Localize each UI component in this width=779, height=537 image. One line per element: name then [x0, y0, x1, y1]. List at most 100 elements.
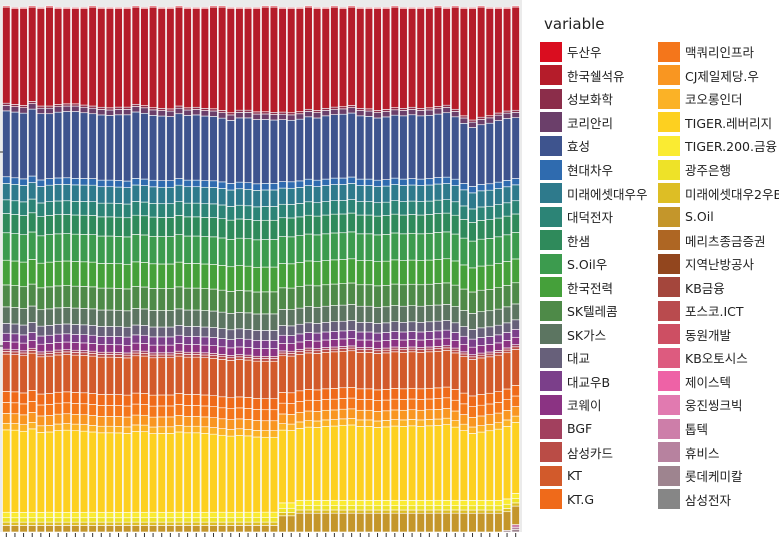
bar-segment: [243, 338, 253, 348]
legend-columns: 두산우 한국쉘석유 성보화학 코리안리 효성 현대차우 미래에셋대우우 대덕전자 한샘 S.Oil…: [540, 40, 779, 511]
bar-segment: [407, 398, 417, 411]
bar-segment: [399, 185, 408, 202]
bar-segment: [382, 234, 391, 262]
bar-segment: [373, 186, 382, 204]
legend-label: 두산우: [567, 45, 602, 61]
bar-segment: [295, 307, 304, 325]
bar-segment: [451, 332, 460, 341]
bar-segment: [148, 416, 158, 428]
bar-segment: [313, 348, 322, 352]
bar-segment: [174, 431, 184, 513]
bar-segment: [390, 331, 399, 340]
bar-segment: [123, 187, 132, 205]
bar-segment: [338, 512, 348, 533]
bar-segment: [425, 109, 434, 116]
bar-segment: [131, 355, 140, 394]
bar-segment: [79, 430, 89, 513]
bar-segment: [36, 415, 45, 427]
bar-segment: [502, 118, 512, 181]
bar-segment: [36, 235, 45, 264]
bar-segment: [148, 216, 158, 237]
bar-segment: [278, 7, 287, 9]
legend-swatch: [540, 465, 562, 486]
bar-segment: [243, 435, 253, 513]
bar-segment: [321, 322, 330, 333]
bar-segment: [313, 323, 322, 334]
bar-segment: [485, 509, 494, 514]
bar-segment: [140, 215, 149, 236]
legend-swatch: [540, 88, 562, 109]
bar-segment: [62, 429, 71, 513]
legend-swatch: [658, 230, 680, 251]
bar-segment: [157, 288, 166, 311]
bar-segment: [407, 509, 417, 514]
bar-segment: [140, 308, 149, 326]
bar-segment: [511, 282, 520, 305]
bar-segment: [347, 6, 356, 106]
bar-segment: [451, 201, 460, 216]
bar-segment: [313, 110, 322, 113]
bar-segment: [295, 180, 304, 188]
bar-segment: [416, 505, 425, 511]
bar-segment: [166, 186, 175, 205]
bar-segment: [390, 425, 399, 501]
bar-segment: [459, 264, 468, 290]
bar-segment: [97, 405, 106, 417]
bar-segment: [442, 304, 451, 321]
bar-segment: [425, 305, 434, 323]
bar-segment: [166, 426, 175, 434]
bar-segment: [19, 185, 28, 203]
bar-segment: [131, 6, 140, 105]
bar-segment: [502, 306, 512, 324]
bar-segment: [330, 419, 339, 427]
bar-segment: [459, 117, 468, 124]
bar-segment: [390, 184, 399, 201]
bar-segment: [407, 351, 417, 389]
bar-segment: [459, 351, 468, 355]
bar-segment: [390, 283, 399, 306]
bar-segment: [261, 113, 270, 120]
bar-segment: [338, 177, 348, 185]
bar-segment: [407, 184, 417, 202]
bar-segment: [269, 360, 279, 400]
bar-segment: [45, 6, 54, 107]
bar-segment: [88, 6, 97, 107]
bar-segment: [278, 181, 287, 189]
bar-segment: [304, 178, 313, 186]
bar-segment: [382, 426, 391, 501]
bar-segment: [235, 7, 244, 9]
bar-segment: [399, 110, 408, 117]
bar-segment: [209, 203, 218, 218]
bar-segment: [88, 178, 97, 186]
bar-segment: [79, 234, 89, 263]
bar-segment: [278, 263, 287, 289]
bar-segment: [425, 500, 434, 507]
bar-segment: [407, 505, 417, 511]
bar-segment: [88, 107, 97, 115]
bar-segment: [373, 117, 382, 181]
bar-segment: [313, 261, 322, 287]
bar-segment: [338, 338, 348, 347]
bar-segment: [10, 285, 20, 308]
bar-segment: [442, 183, 451, 200]
bar-segment: [183, 8, 192, 109]
bar-segment: [148, 344, 158, 354]
bar-segment: [338, 106, 348, 110]
bar-segment: [321, 339, 330, 348]
bar-segment: [278, 502, 287, 509]
bar-segment: [321, 352, 330, 390]
bar-segment: [45, 350, 54, 354]
bar-segment: [442, 397, 451, 409]
bar-segment: [459, 414, 468, 425]
bar-segment: [174, 201, 184, 216]
bar-segment: [313, 505, 322, 511]
bar-segment: [19, 286, 28, 309]
bar-segment: [200, 108, 209, 111]
bar-segment: [123, 109, 132, 116]
bar-segment: [425, 259, 434, 285]
bar-segment: [252, 113, 261, 120]
bar-segment: [304, 214, 313, 235]
bar-segment: [261, 436, 270, 513]
bar-segment: [485, 500, 494, 507]
bar-segment: [140, 105, 149, 109]
